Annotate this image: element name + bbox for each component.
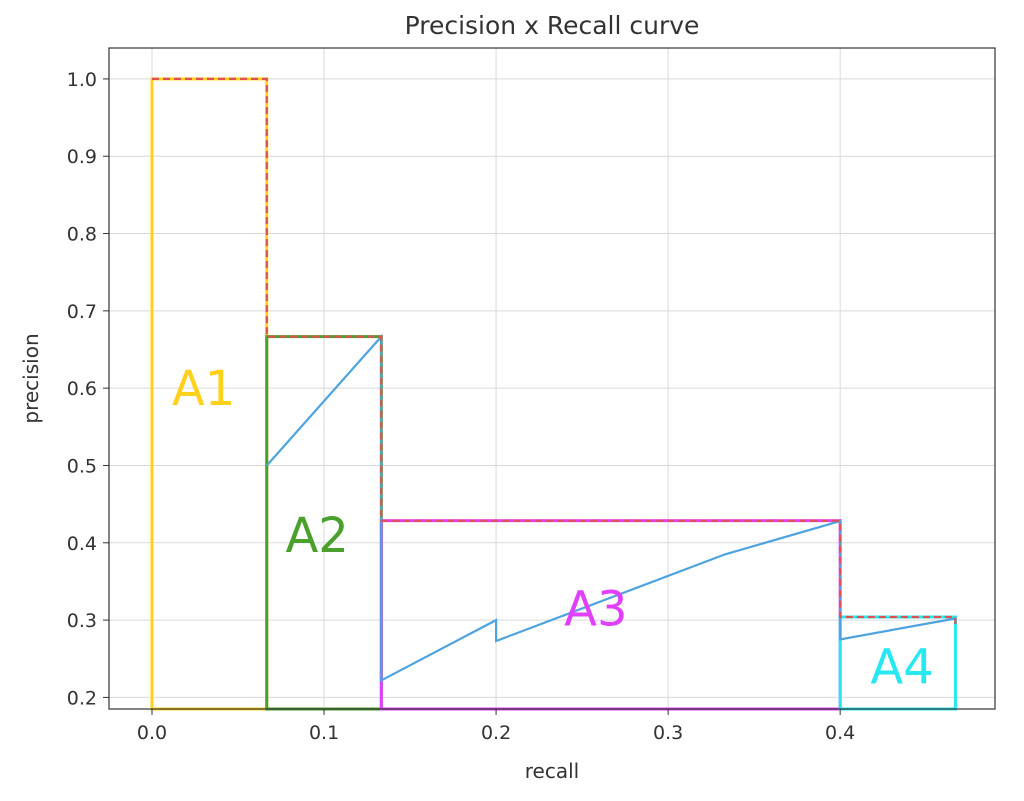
y-tick-label: 0.3 bbox=[67, 610, 97, 632]
x-tick-label: 0.3 bbox=[653, 722, 683, 744]
area-a3-label: A3 bbox=[564, 581, 627, 637]
y-tick-label: 1.0 bbox=[67, 69, 97, 91]
y-tick-label: 0.9 bbox=[67, 146, 97, 168]
y-axis-ticks: 0.2 0.3 0.4 0.5 0.6 0.7 0.8 0.9 1.0 bbox=[67, 69, 109, 709]
x-axis-ticks: 0.0 0.1 0.2 0.3 0.4 bbox=[137, 709, 855, 744]
x-tick-label: 0.1 bbox=[309, 722, 339, 744]
grid bbox=[109, 48, 995, 709]
interpolated-precision-line bbox=[152, 77, 957, 624]
y-tick-label: 0.5 bbox=[67, 455, 97, 477]
plot-frame bbox=[108, 47, 996, 710]
x-tick-label: 0.2 bbox=[481, 722, 511, 744]
y-tick-label: 0.7 bbox=[67, 301, 97, 323]
y-tick-label: 0.2 bbox=[67, 687, 97, 709]
y-axis-label: precision bbox=[19, 333, 43, 423]
x-tick-label: 0.0 bbox=[137, 722, 167, 744]
area-a4-label: A4 bbox=[870, 639, 933, 695]
precision-recall-line bbox=[265, 333, 956, 683]
chart-title: Precision x Recall curve bbox=[405, 11, 700, 40]
y-tick-label: 0.8 bbox=[67, 224, 97, 246]
series-lines bbox=[152, 77, 957, 683]
x-axis-label: recall bbox=[525, 759, 579, 783]
y-tick-label: 0.4 bbox=[67, 533, 97, 555]
area-rectangles bbox=[150, 77, 957, 711]
y-tick-label: 0.6 bbox=[67, 378, 97, 400]
area-a1-label: A1 bbox=[172, 361, 235, 417]
area-labels: A1 A2 A3 A4 bbox=[172, 361, 934, 695]
x-tick-label: 0.4 bbox=[825, 722, 855, 744]
area-a2-label: A2 bbox=[285, 508, 348, 564]
